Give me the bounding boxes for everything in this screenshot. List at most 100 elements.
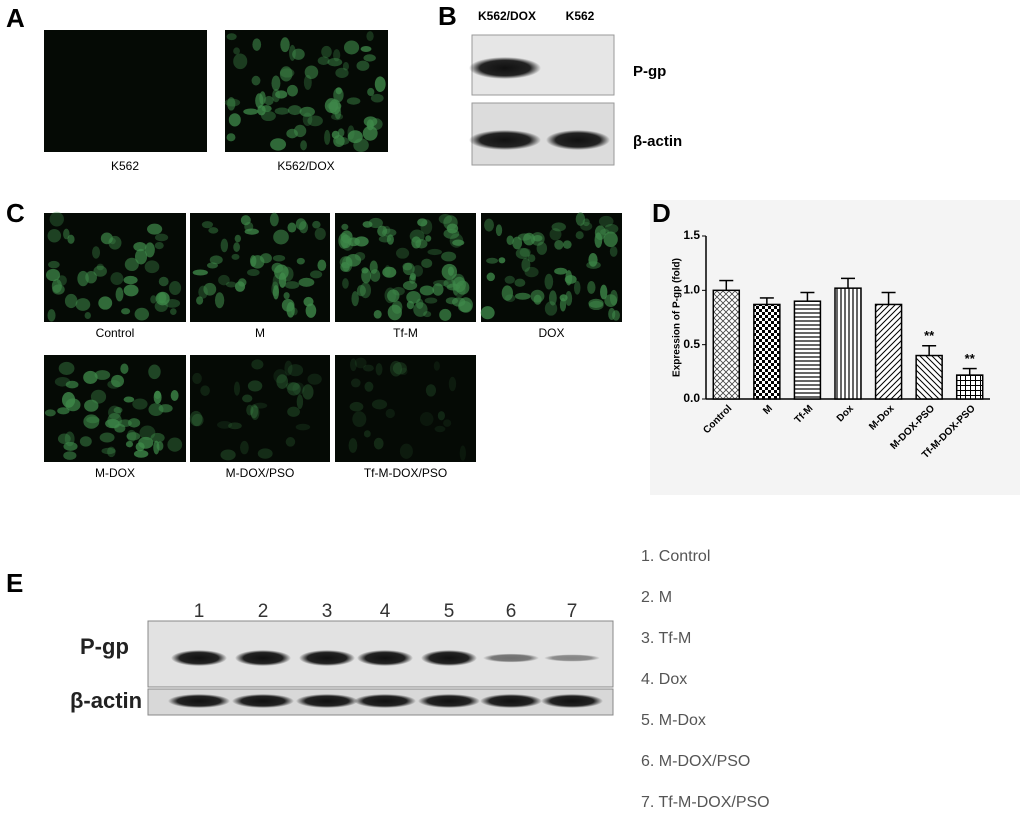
cell <box>369 260 378 274</box>
image-caption: M-DOX/PSO <box>226 466 295 480</box>
band <box>232 694 294 708</box>
cell <box>128 418 141 428</box>
lane-number: 3 <box>322 601 333 622</box>
legend-entry: 6. M-DOX/PSO <box>641 753 750 770</box>
cell <box>340 234 352 249</box>
cell <box>317 56 330 65</box>
cell <box>209 255 223 265</box>
cell <box>144 260 160 274</box>
cell <box>226 133 236 142</box>
cell <box>273 369 288 384</box>
band <box>469 57 541 79</box>
cell <box>517 233 532 241</box>
cell <box>354 236 369 247</box>
cell <box>98 296 113 310</box>
cell <box>121 308 131 315</box>
cell <box>515 247 530 260</box>
cell <box>246 404 254 416</box>
cell <box>342 62 349 71</box>
legend-entry: 1. Control <box>641 548 710 565</box>
cell <box>58 361 75 375</box>
cell <box>148 364 161 380</box>
lane-label: K562 <box>566 9 595 23</box>
cell <box>600 284 608 300</box>
cell <box>63 228 70 240</box>
cell <box>238 278 247 287</box>
cell <box>419 285 435 296</box>
cell <box>452 239 465 246</box>
cell <box>227 97 236 111</box>
cell <box>240 215 251 226</box>
cell <box>406 290 421 304</box>
cell <box>331 113 344 121</box>
cell <box>49 211 64 227</box>
cell <box>203 282 217 296</box>
cell <box>65 398 81 412</box>
cell <box>303 74 312 90</box>
bar <box>915 354 943 400</box>
cell <box>324 129 331 145</box>
bar <box>834 287 862 400</box>
band <box>357 650 413 666</box>
lane-label: K562/DOX <box>478 9 536 23</box>
cell <box>169 281 182 296</box>
cell <box>158 292 167 304</box>
cell <box>425 384 437 397</box>
cell <box>84 311 91 320</box>
cell <box>134 307 150 321</box>
cell <box>351 291 359 307</box>
cell <box>154 241 164 250</box>
cell <box>242 394 253 403</box>
image-caption: DOX <box>538 326 564 340</box>
cell <box>224 98 241 107</box>
cell <box>417 218 428 227</box>
cell <box>44 409 56 417</box>
cell <box>251 359 264 370</box>
cell <box>437 411 445 421</box>
cell <box>609 246 618 257</box>
cell <box>252 38 262 51</box>
cell <box>608 307 616 321</box>
cell <box>371 399 388 410</box>
y-tick-label: 0.5 <box>683 337 700 351</box>
cell <box>189 410 203 427</box>
cell <box>441 251 457 262</box>
cell <box>544 273 554 290</box>
band-label: P-gp <box>633 63 666 80</box>
cell <box>233 242 240 252</box>
cell <box>341 223 349 231</box>
cell <box>438 214 453 225</box>
cell <box>208 227 219 234</box>
cell <box>551 222 566 232</box>
cell <box>582 218 590 227</box>
y-tick-label: 1.5 <box>683 228 700 242</box>
cell <box>86 416 100 424</box>
cell <box>443 419 452 427</box>
cell <box>406 300 415 310</box>
cell <box>220 449 236 461</box>
cell <box>275 90 288 99</box>
cell <box>544 301 558 316</box>
cell <box>303 296 314 307</box>
cell <box>200 385 210 396</box>
cell <box>604 294 618 307</box>
cell <box>362 364 374 372</box>
cell <box>307 373 322 385</box>
cell <box>302 112 313 127</box>
cell <box>158 276 169 287</box>
cell <box>448 376 457 392</box>
micrograph <box>225 30 388 152</box>
cell <box>94 370 111 380</box>
micrograph <box>190 355 330 462</box>
band <box>544 654 600 662</box>
cell <box>419 412 434 427</box>
cell <box>333 87 344 103</box>
cell <box>271 281 279 297</box>
cell <box>527 254 536 263</box>
band <box>354 694 416 708</box>
cell <box>580 221 593 231</box>
cell <box>276 374 289 389</box>
cell <box>302 384 314 400</box>
lane-number: 7 <box>567 601 578 622</box>
cell <box>514 292 531 300</box>
